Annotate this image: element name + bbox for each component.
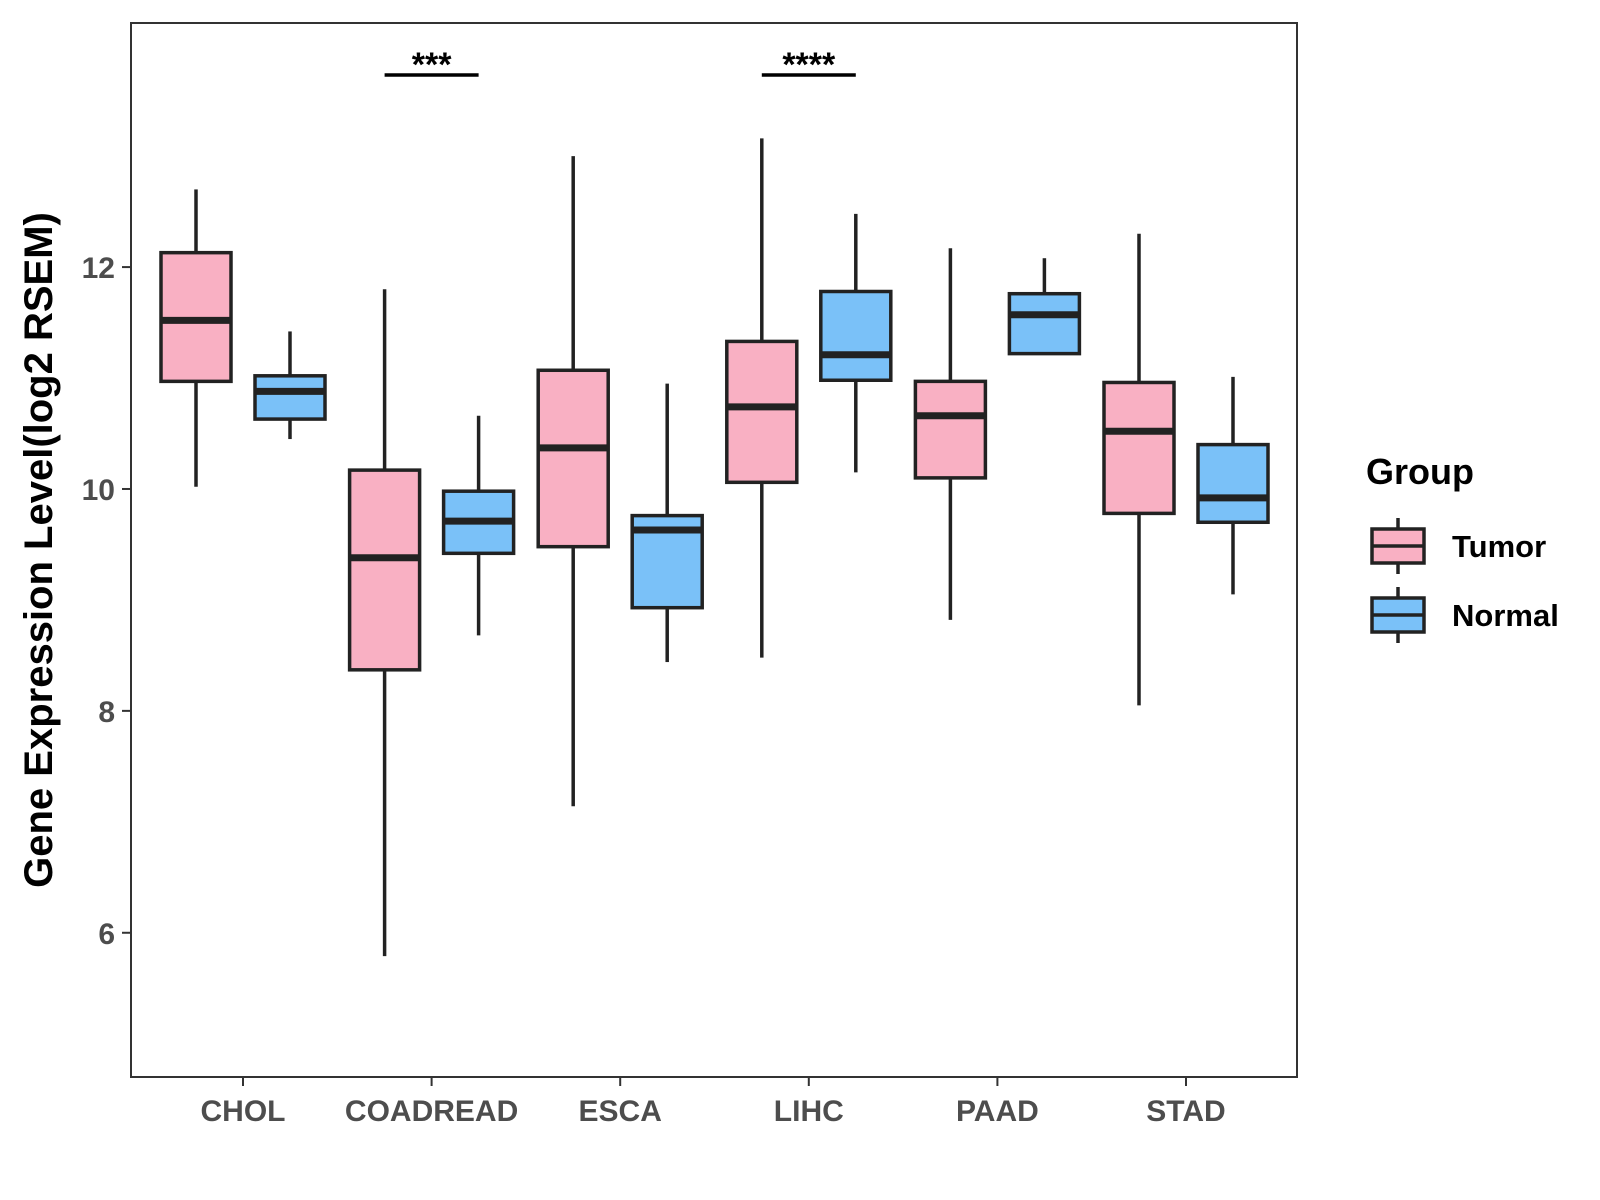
x-tick-label: LIHC [774, 1095, 844, 1128]
box-tumor-esca [536, 156, 610, 807]
x-tick-label: ESCA [579, 1095, 662, 1128]
legend-label: Tumor [1452, 529, 1546, 564]
box-normal-chol [253, 331, 327, 440]
box-tumor-lihc [725, 138, 799, 658]
x-tick-label: STAD [1146, 1095, 1225, 1128]
box-iqr [347, 468, 422, 672]
significance-label: **** [782, 46, 836, 84]
legend-title: Group [1366, 451, 1474, 492]
box-tumor-paad [913, 248, 988, 620]
significance-label: *** [412, 46, 452, 84]
legend-label: Normal [1452, 598, 1559, 633]
y-tick-label: 8 [98, 696, 115, 729]
box-iqr [725, 339, 799, 485]
significance-marker: *** [384, 46, 479, 84]
x-tick-label: CHOL [201, 1095, 286, 1128]
axes-layer: 6 8 10 12 CHOL COADREAD ESCA LIHC PAAD STAD [82, 252, 1226, 1128]
y-axis-title: Gene Expression Level(log2 RSEM) [17, 212, 61, 888]
x-tick-label: COADREAD [345, 1095, 518, 1128]
plot-panel-border [130, 22, 1298, 1078]
y-tick-label: 6 [98, 918, 115, 951]
y-tick-label: 10 [82, 474, 115, 507]
box-tumor-coadread [347, 289, 422, 957]
box-iqr [1102, 380, 1176, 516]
x-tick-label: PAAD [956, 1095, 1039, 1128]
significance-layer: *** **** [384, 46, 856, 84]
box-normal-stad [1196, 376, 1270, 595]
box-iqr [1007, 291, 1082, 356]
legend-item-tumor: Tumor [1370, 518, 1546, 574]
box-iqr [913, 379, 988, 480]
box-iqr [1196, 442, 1270, 525]
box-iqr [819, 289, 893, 383]
box-normal-paad [1007, 258, 1082, 356]
box-normal-esca [630, 383, 704, 663]
boxes-layer [159, 138, 1270, 957]
legend: Group Tumor Normal [1366, 451, 1559, 643]
box-tumor-chol [159, 189, 233, 487]
box-iqr [253, 374, 327, 421]
box-iqr [536, 368, 610, 549]
y-tick-label: 12 [82, 252, 115, 285]
box-normal-coadread [441, 415, 516, 636]
significance-marker: **** [761, 46, 856, 84]
box-normal-lihc [819, 213, 893, 473]
box-tumor-stad [1102, 233, 1176, 706]
legend-item-normal: Normal [1370, 587, 1559, 643]
